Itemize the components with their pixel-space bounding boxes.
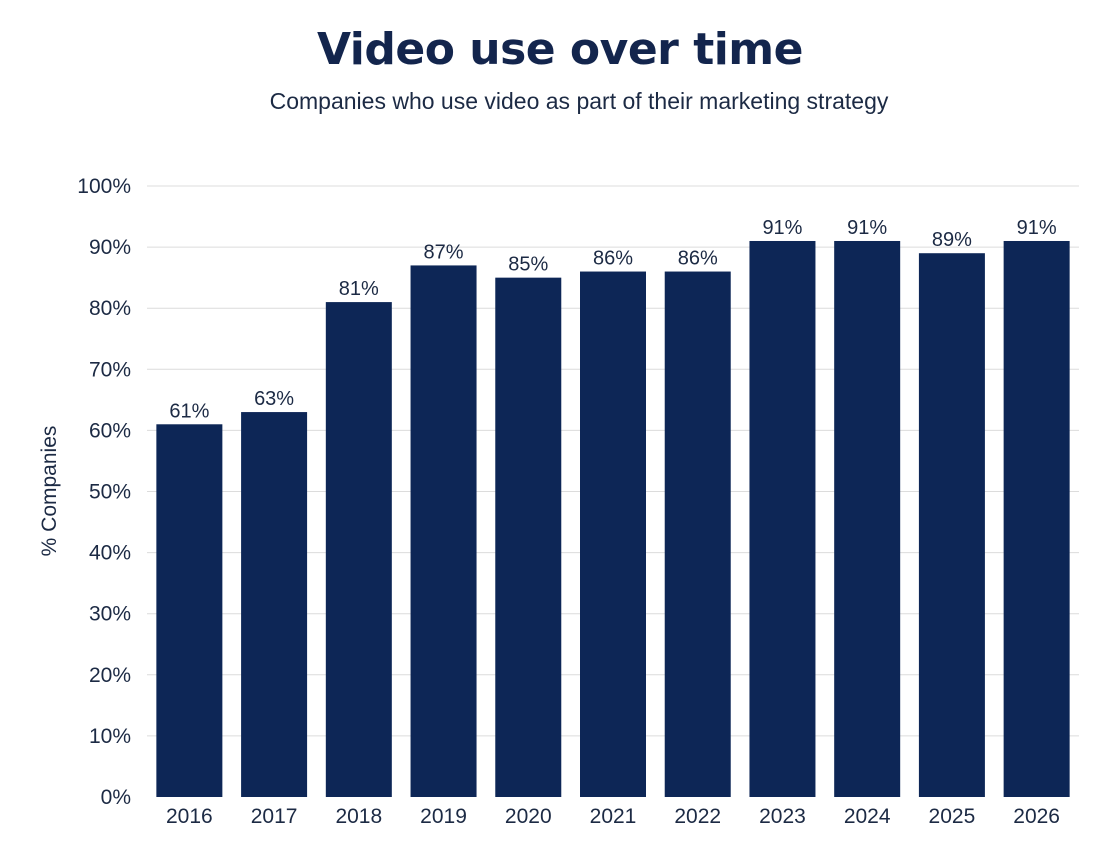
y-tick-label: 10% [89, 725, 131, 748]
y-tick-label: 0% [101, 786, 131, 809]
bar [241, 412, 308, 797]
bar [749, 240, 816, 798]
bar [495, 277, 562, 797]
bars [156, 240, 1070, 798]
bar [325, 302, 392, 797]
bar [664, 271, 731, 797]
x-tick-label: 2022 [674, 805, 721, 828]
x-tick-label: 2025 [929, 805, 976, 828]
bar-value-label: 91% [847, 217, 887, 239]
bar-value-label: 89% [932, 229, 972, 251]
x-tick-label: 2021 [590, 805, 637, 828]
bar-value-label: 87% [424, 241, 464, 263]
x-tick-label: 2018 [335, 805, 382, 828]
y-axis-title: % Companies [38, 426, 61, 557]
bar [1003, 240, 1070, 798]
chart-title: Video use over time [317, 24, 804, 75]
value-labels: 61% 63% 81% 87% 85% 86% 86% 91% 91% 89% 91% [169, 217, 1057, 422]
bar-value-label: 63% [254, 388, 294, 410]
x-axis-ticks: 2016 2017 2018 2019 2020 2021 2022 2023 2024 2025… [166, 805, 1060, 828]
bar [580, 271, 646, 797]
y-tick-label: 100% [77, 175, 131, 198]
x-tick-label: 2023 [759, 805, 806, 828]
y-tick-label: 50% [89, 481, 131, 504]
bar [156, 424, 223, 797]
y-tick-label: 20% [89, 664, 131, 687]
x-tick-label: 2026 [1013, 805, 1060, 828]
y-tick-label: 90% [89, 236, 131, 259]
bar [834, 240, 901, 798]
x-tick-label: 2019 [420, 805, 467, 828]
x-tick-label: 2017 [251, 805, 298, 828]
chart-subtitle: Companies who use video as part of their… [269, 88, 889, 114]
bar-value-label: 91% [762, 217, 802, 239]
y-tick-label: 30% [89, 603, 131, 626]
x-tick-label: 2020 [505, 805, 552, 828]
y-tick-label: 70% [89, 358, 131, 381]
bar-value-label: 61% [169, 400, 209, 422]
bar-value-label: 91% [1017, 217, 1057, 239]
y-tick-label: 80% [89, 297, 131, 320]
bar-value-label: 86% [593, 248, 633, 270]
bar [410, 265, 477, 797]
y-tick-label: 40% [89, 542, 131, 565]
bar-value-label: 81% [339, 278, 379, 300]
bar [918, 253, 985, 797]
x-tick-label: 2024 [844, 805, 891, 828]
y-tick-label: 60% [89, 419, 131, 442]
bar-value-label: 86% [678, 248, 718, 270]
x-tick-label: 2016 [166, 805, 213, 828]
bar-value-label: 85% [508, 254, 548, 276]
y-axis-ticks: 0% 10% 20% 30% 40% 50% 60% 70% 80% 90% 100% [77, 175, 131, 809]
